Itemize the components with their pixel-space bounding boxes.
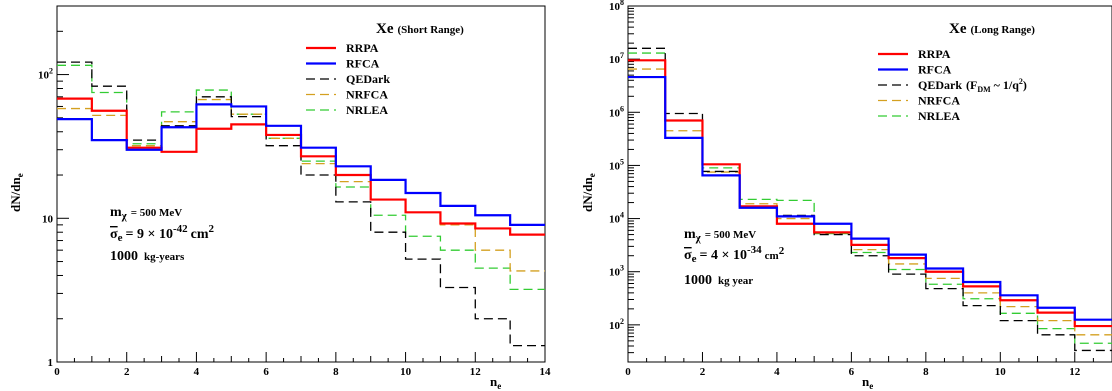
right-axis-ticks: 0 2 4 6 8 10 12 102 103 104 105 106 107 108 [609,0,1112,378]
legend-label-qedark: QEDark [346,72,390,86]
y-tick-label: 10 [42,213,54,225]
x-tick-label: 6 [849,366,855,378]
legend-label-nrlea: NRLEA [346,103,388,117]
right-y-axis-label: dN/dne [580,173,597,212]
x-tick-label: 10 [400,366,412,378]
left-axis-ticks: 0 2 4 6 8 10 12 14 1 10 102 [38,5,552,378]
legend-label-nrfca: NRFCA [346,88,388,102]
legend-label-rrpa: RRPA [346,41,379,55]
right-title: Xe (Long Range) [949,21,1035,37]
series-qedark-line [628,47,1112,352]
series-nrfca-line [628,68,1112,336]
right-panel: 0 2 4 6 8 10 12 102 103 104 105 106 107 108 dN/dne ne… [580,0,1112,391]
y-tick-label: 102 [38,67,53,82]
legend-label-qedark: QEDark (FDM ~ 1/q2) [918,77,1027,94]
left-mass-line: mχ = 500 MeV [110,205,182,222]
legend-label-rfca: RFCA [918,63,952,77]
left-exposure-line: 1000 kg-years [110,249,185,264]
legend-label-nrlea: NRLEA [918,109,960,123]
series-rfca-line [628,75,1112,321]
right-series-group [628,47,1112,352]
left-sigma-line: σe = 9 × 10-42 cm2 [110,223,215,244]
x-tick-label: 4 [774,366,780,378]
right-annotation: mχ = 500 MeV σe = 4 × 10-34 cm2 1000 kg year [684,227,785,288]
left-title: Xe (Short Range) [376,21,464,37]
legend-label-rrpa: RRPA [918,47,951,61]
x-tick-label: 2 [124,366,130,378]
x-tick-label: 12 [1069,366,1081,378]
x-tick-label: 10 [995,366,1007,378]
y-tick-label: 102 [609,317,624,332]
left-annotation: mχ = 500 MeV σe = 9 × 10-42 cm2 1000 kg-year… [110,205,215,264]
y-tick-label: 106 [609,104,624,119]
y-tick-label: 103 [609,264,624,279]
series-nrlea-line [628,52,1112,344]
y-tick-label: 108 [609,0,624,13]
y-tick-label: 107 [609,51,624,66]
right-sigma-line: σe = 4 × 10-34 cm2 [684,244,785,265]
left-panel: 0 2 4 6 8 10 12 14 1 10 102 dN/dne ne Xe (Short Ran… [8,5,552,391]
left-plot-frame [56,5,546,363]
left-x-axis-label: ne [490,374,501,391]
x-tick-label: 2 [700,366,706,378]
x-tick-label: 12 [470,366,482,378]
x-tick-label: 14 [540,366,552,378]
legend-label-rfca: RFCA [346,57,380,71]
right-exposure-line: 1000 kg year [684,273,753,288]
y-tick-label: 1 [48,357,54,369]
x-tick-label: 6 [263,366,269,378]
y-tick-label: 105 [609,157,624,172]
x-tick-label: 8 [923,366,929,378]
x-tick-label: 4 [194,366,200,378]
left-series-group [57,61,545,347]
left-y-axis-label: dN/dne [8,173,25,212]
series-rrpa-line [628,59,1112,328]
y-tick-label: 104 [609,211,624,226]
right-mass-line: mχ = 500 MeV [684,227,756,244]
series-rfca-line [57,103,545,226]
x-tick-label: 0 [625,366,631,378]
legend-label-nrfca: NRFCA [918,94,960,108]
x-tick-label: 8 [333,366,339,378]
series-qedark-line [57,61,545,347]
right-x-axis-label: ne [862,374,873,391]
x-tick-label: 0 [54,366,60,378]
